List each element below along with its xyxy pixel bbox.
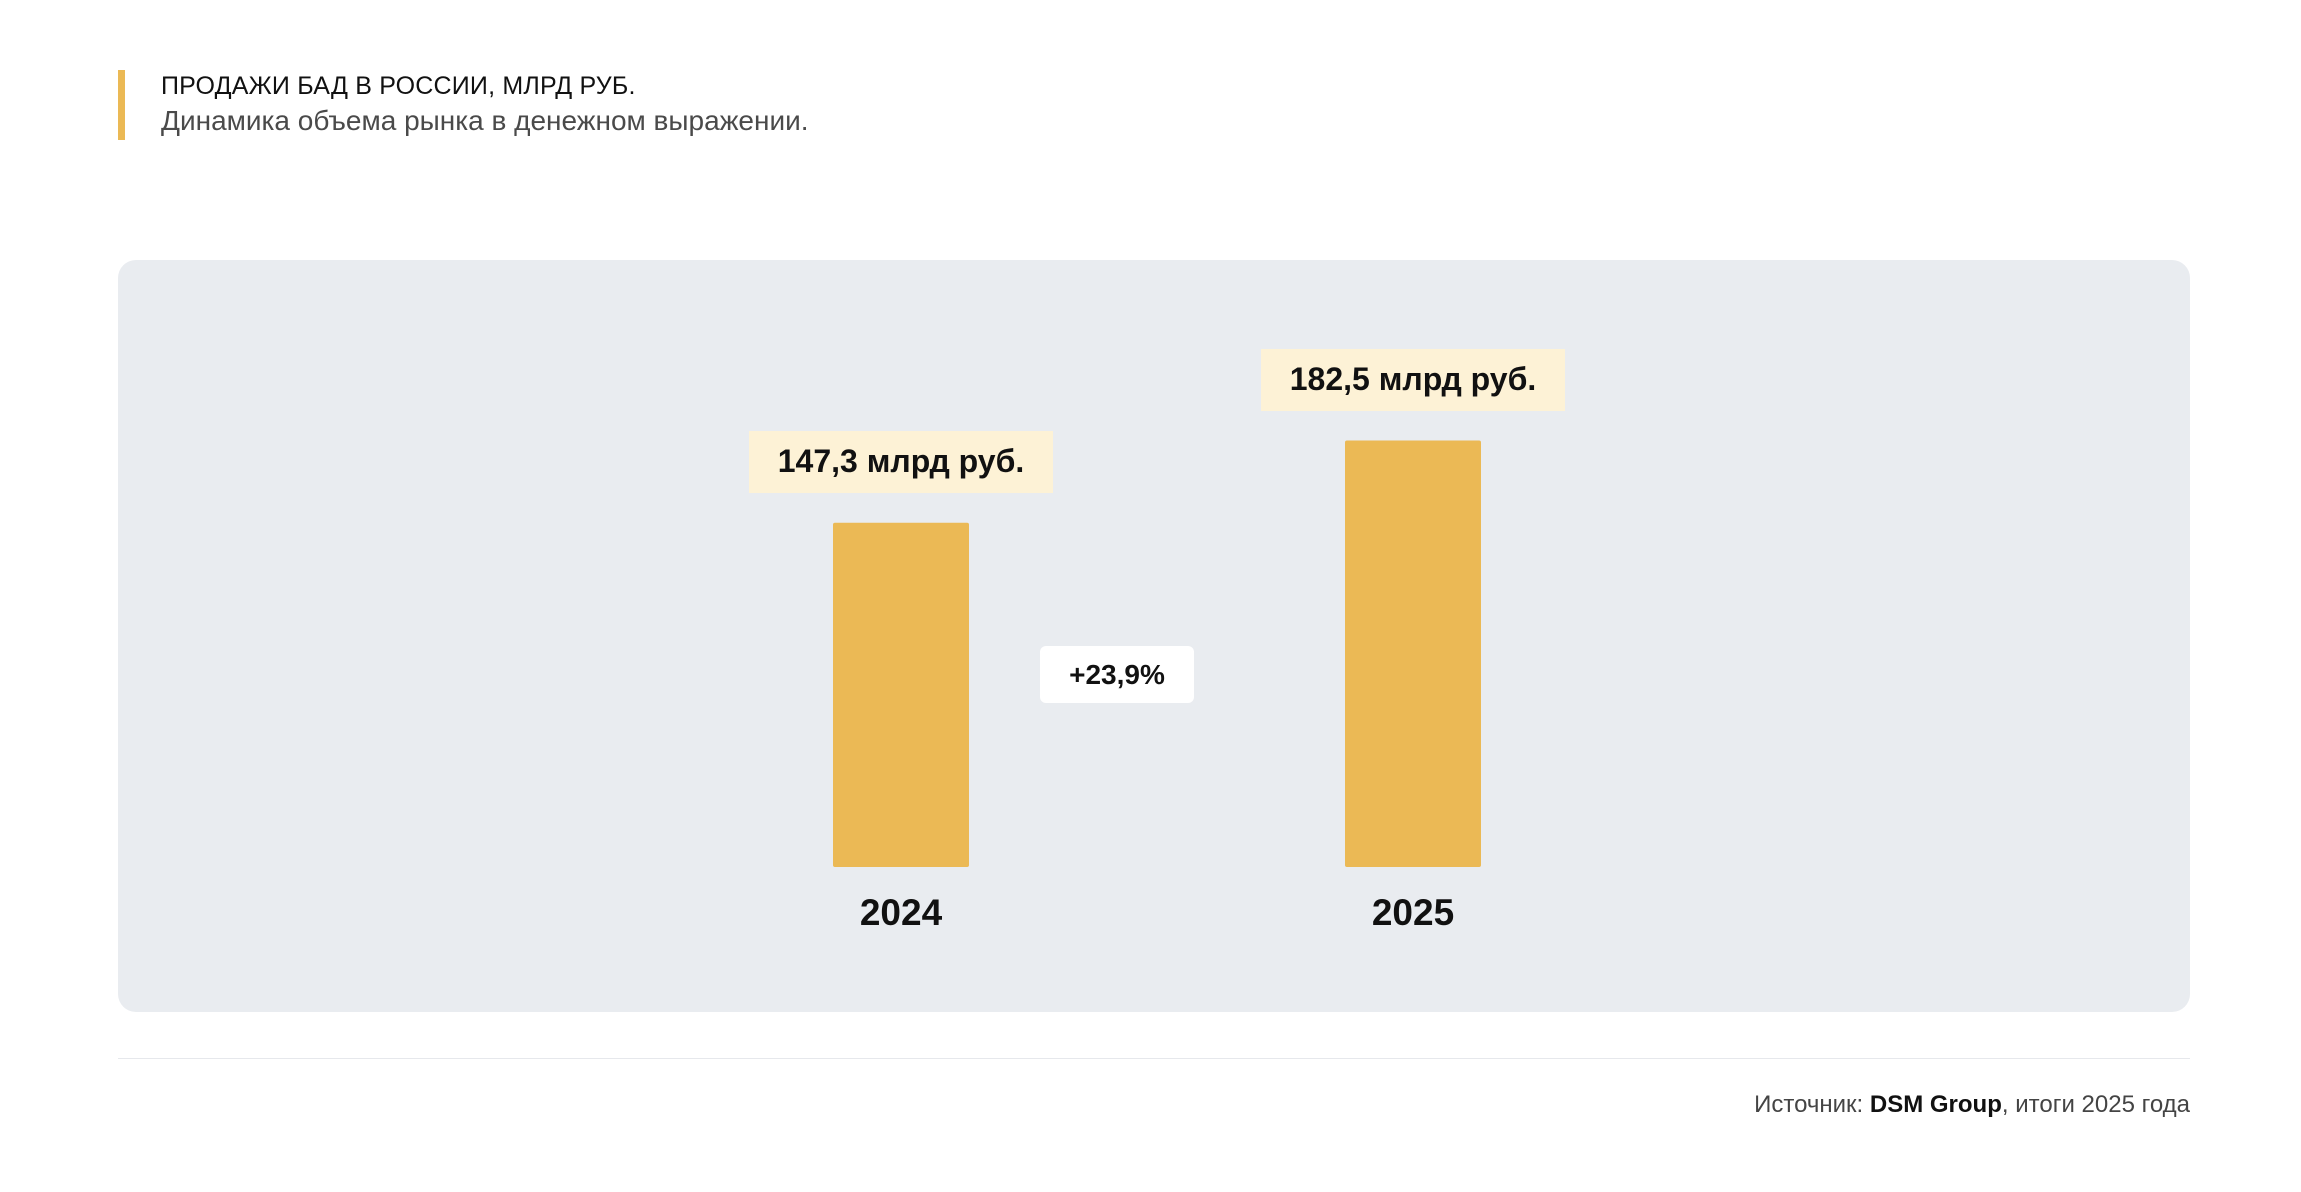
chart-canvas [833, 440, 1481, 867]
growth-annotation: +23,9% [1040, 646, 1194, 703]
footer-divider [118, 1058, 2190, 1059]
chart-header: ПРОДАЖИ БАД В РОССИИ, МЛРД РУБ. Динамика… [118, 70, 809, 140]
chart-title: ПРОДАЖИ БАД В РОССИИ, МЛРД РУБ. [161, 72, 636, 100]
x-tick-label-2025: 2025 [1371, 892, 1455, 933]
chart-panel: 147,3 млрд руб. 2024 182,5 млрд руб. 2025 +2… [118, 260, 2190, 1012]
source-suffix: , итоги 2025 года [2001, 1091, 2190, 1118]
source-name: DSM Group [1869, 1091, 2002, 1118]
value-label-2024: 147,3 млрд руб. [749, 430, 1053, 493]
bar-2024 [833, 522, 969, 867]
value-label-2025: 182,5 млрд руб. [1261, 348, 1565, 411]
x-tick-label-2024: 2024 [859, 892, 943, 933]
chart-subtitle: Динамика объема рынка в денежном выражен… [161, 105, 809, 136]
source-note: Источник: DSM Group, итоги 2025 года [1754, 1090, 2190, 1120]
bar-2025 [1345, 440, 1481, 867]
source-prefix: Источник: [1754, 1091, 1870, 1118]
